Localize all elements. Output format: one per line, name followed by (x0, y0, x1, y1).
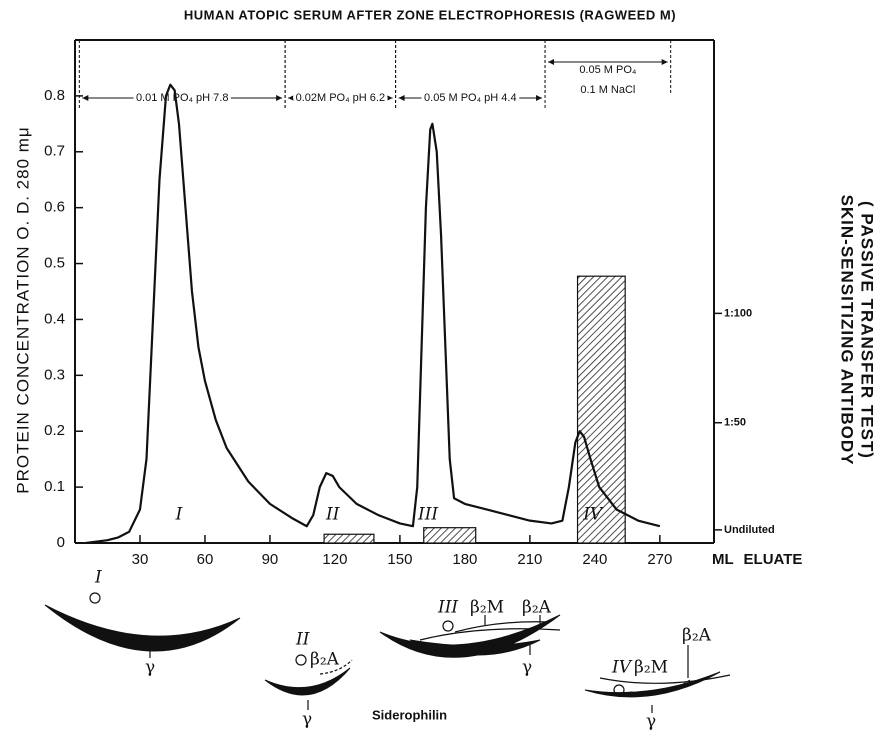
diagram-label: γ (646, 712, 656, 730)
diagram-label: II (295, 630, 310, 650)
x-tick-label: 270 (647, 551, 672, 568)
y-tick-label: 0 (57, 534, 65, 551)
y-tick-label: 0.5 (44, 255, 65, 272)
diagram-label: γ (302, 710, 312, 730)
diagram-shapes (44, 604, 721, 698)
diagram-label: III (437, 598, 458, 618)
diagram-label: I (94, 568, 102, 588)
diagram-label: β₂M (470, 598, 504, 618)
x-axis-title: ML ELUATE (712, 551, 802, 568)
y-tick-label: 0.2 (44, 422, 65, 439)
y-tick-label: 0.1 (44, 478, 65, 495)
diagram-lines (89, 592, 731, 713)
buffer-label: 0.02M PO₄ pH 6.2 (296, 92, 385, 104)
diagram-label: Siderophilin (372, 707, 447, 722)
protein-curve (85, 83, 661, 545)
diagram-label: γ (145, 658, 155, 678)
y-tick-label: 0.8 (44, 87, 65, 104)
titer-bar (576, 275, 626, 544)
diagram-label: β₂M (634, 658, 668, 678)
x-tick-label: 30 (132, 551, 149, 568)
y2-tick-label: Undiluted (724, 524, 775, 536)
x-tick-label: 210 (517, 551, 542, 568)
titer-bar (423, 527, 477, 544)
peak-label: III (417, 505, 438, 525)
y-tick-label: 0.4 (44, 310, 65, 327)
x-tick-label: 180 (452, 551, 477, 568)
buffer-label: 0.01 M PO₄ pH 7.8 (136, 92, 229, 104)
buffer-label: 0.1 M NaCl (580, 84, 635, 96)
x-tick-label: 120 (322, 551, 347, 568)
y2-tick-label: 1:50 (724, 417, 746, 429)
y-tick-label: 0.6 (44, 199, 65, 216)
y-axis-title: PROTEIN CONCENTRATION O. D. 280 mμ (13, 126, 32, 493)
peak-label: I (175, 505, 183, 525)
titer-bar (323, 533, 375, 544)
x-tick-label: 90 (262, 551, 279, 568)
diagram-label: β₂A (522, 598, 552, 618)
peak-label: IV (582, 505, 604, 525)
peak-label: II (325, 505, 340, 525)
diagram-label: β₂A (310, 650, 340, 670)
buffer-label: 0.05 M PO₄ pH 4.4 (424, 92, 517, 104)
diagram-label: IV (611, 658, 633, 678)
x-tick-label: 150 (387, 551, 412, 568)
x-tick-label: 240 (582, 551, 607, 568)
buffer-label: 0.05 M PO₄ (579, 64, 637, 76)
y-tick-label: 0.3 (44, 366, 65, 383)
diagram-label: γ (522, 658, 532, 678)
y-tick-label: 0.7 (44, 143, 65, 160)
y2-axis-title: SKIN-SENSITIZING ANTIBODY (838, 195, 857, 466)
x-tick-label: 60 (197, 551, 214, 568)
y2-axis-title: ( PASSIVE TRANSFER TEST) (858, 201, 877, 459)
y2-tick-label: 1:100 (724, 307, 752, 319)
diagram-label: β₂A (682, 626, 712, 646)
chart-title: HUMAN ATOPIC SERUM AFTER ZONE ELECTROPHO… (184, 7, 676, 22)
